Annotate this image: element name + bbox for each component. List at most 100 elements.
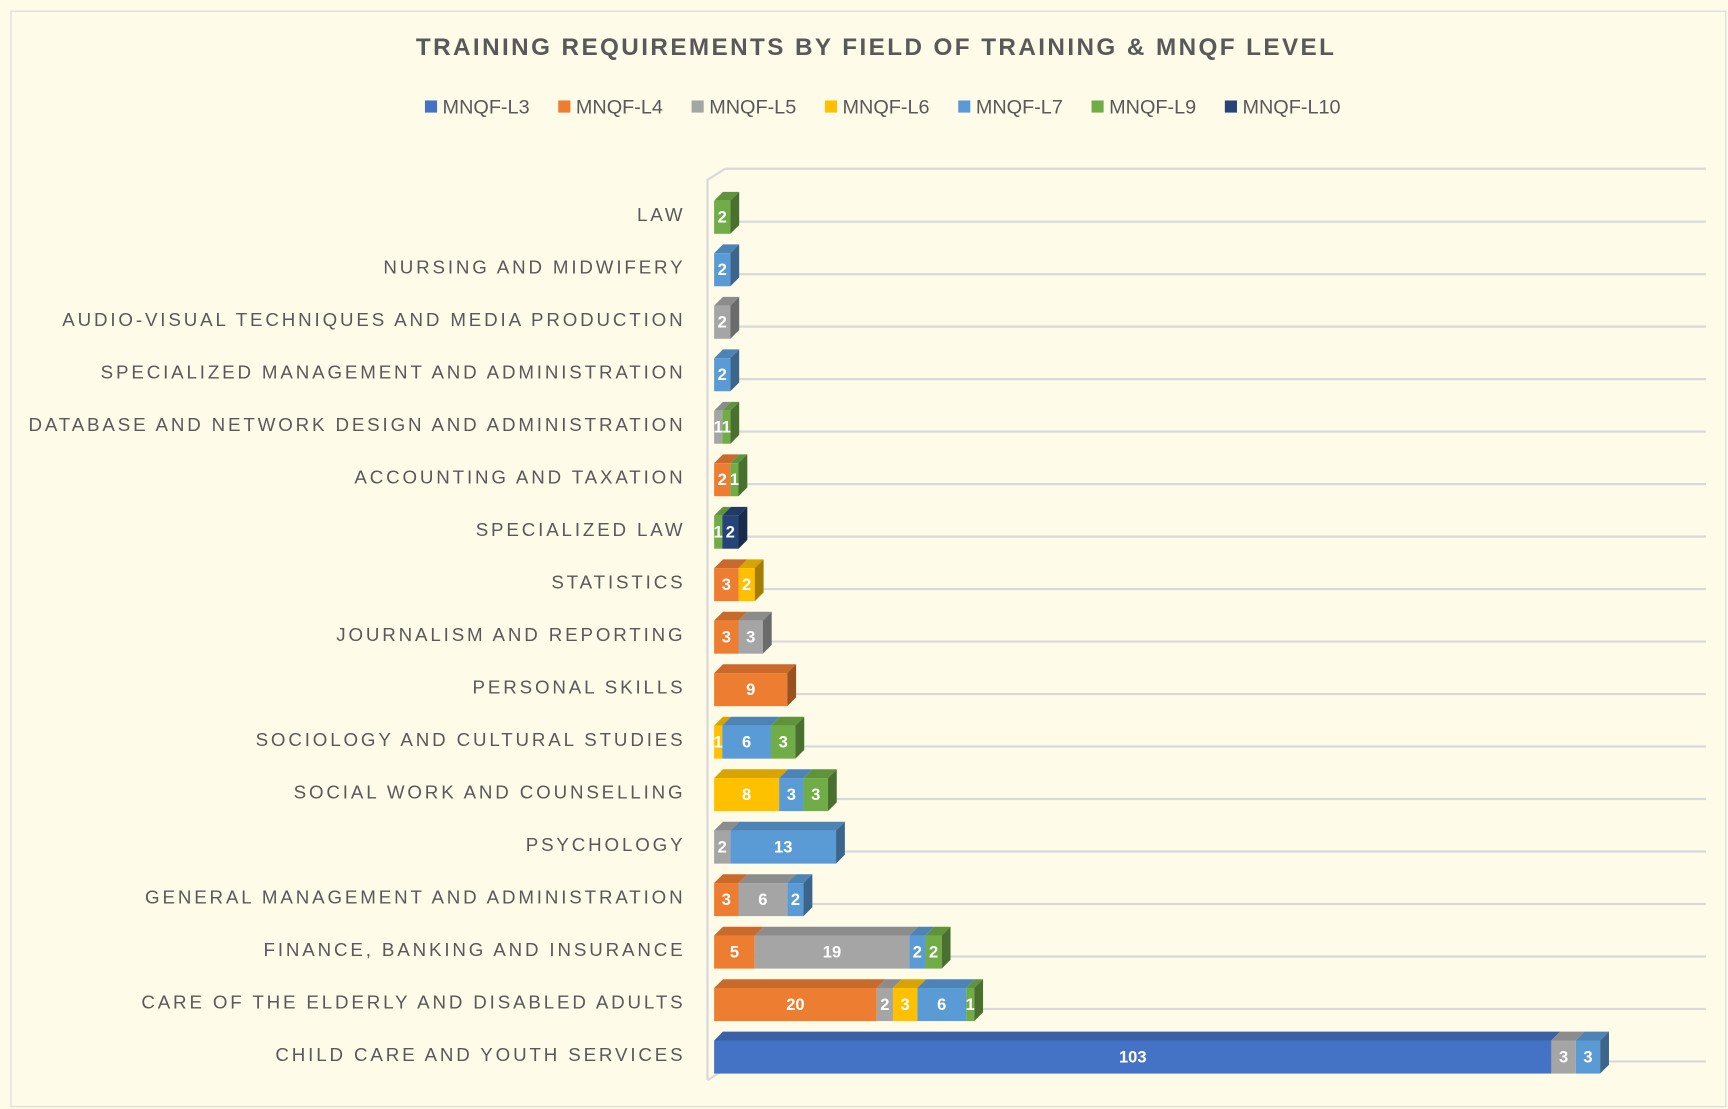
bar-segment <box>876 988 893 1022</box>
bar-top <box>1575 1031 1609 1041</box>
bar-segment <box>909 935 926 969</box>
bar-top <box>714 716 732 726</box>
data-label: 1 <box>714 733 723 752</box>
legend-item: MNQF-L4 <box>558 96 663 118</box>
bar-side <box>730 244 740 287</box>
bar-top <box>876 979 902 989</box>
bar-segment <box>714 253 731 287</box>
data-label: 3 <box>901 995 910 1014</box>
legend-label: MNQF-L9 <box>1109 96 1196 118</box>
legend-item: MNQF-L9 <box>1091 96 1196 118</box>
legend-swatch <box>691 100 704 113</box>
legend-item: MNQF-L3 <box>424 96 530 118</box>
bar-segment <box>714 778 780 812</box>
bar-top <box>909 926 935 936</box>
bar-top <box>771 716 805 726</box>
bar-top <box>714 979 886 989</box>
legend-swatch <box>958 100 971 113</box>
bar-segment <box>787 883 804 917</box>
chart-frame <box>10 10 1727 1108</box>
bar-segment <box>771 725 796 759</box>
bar-top <box>714 349 740 359</box>
bar-side <box>730 349 740 392</box>
data-label: 13 <box>774 838 792 857</box>
data-label: 19 <box>823 943 841 962</box>
bar-segment <box>714 410 723 444</box>
legend-label: MNQF-L7 <box>976 96 1063 118</box>
bar-top <box>714 1031 1561 1041</box>
data-label: 1 <box>722 418 731 437</box>
bar-segment <box>714 1040 1552 1074</box>
category-label: PERSONAL SKILLS <box>473 676 686 697</box>
legend-swatch <box>1224 100 1237 113</box>
category-label: AUDIO-VISUAL TECHNIQUES AND MEDIA PRODUC… <box>62 309 685 330</box>
category-label: LAW <box>637 204 685 225</box>
bar-segment <box>730 463 739 497</box>
data-label: 5 <box>730 943 739 962</box>
bar-top <box>722 716 780 726</box>
bar-top <box>722 506 748 516</box>
legend-swatch <box>1091 100 1104 113</box>
bar-side <box>738 506 748 549</box>
bar-segment <box>738 568 755 602</box>
chart-title: TRAINING REQUIREMENTS BY FIELD OF TRAINI… <box>416 34 1337 61</box>
bar-side <box>974 979 984 1022</box>
bar-top <box>714 191 740 201</box>
data-label: 2 <box>718 470 727 489</box>
legend: MNQF-L3 MNQF-L4 MNQF-L5 MNQF-L6 MNQF-L7 MNQF-… <box>424 96 1341 118</box>
bar-segment <box>738 883 788 917</box>
bar-top <box>730 454 748 464</box>
bar-top <box>779 769 813 779</box>
bar-top <box>714 559 748 569</box>
data-label: 2 <box>726 523 735 542</box>
bar-side <box>730 401 740 444</box>
legend-swatch <box>424 100 438 113</box>
category-label: PSYCHOLOGY <box>526 834 686 855</box>
bar-segment <box>803 778 828 812</box>
bar-side <box>754 559 764 602</box>
bar-top <box>787 874 813 884</box>
bar-segment <box>714 673 788 707</box>
data-label: 2 <box>718 313 727 332</box>
bar-segment <box>966 988 975 1022</box>
bar-top <box>892 979 927 989</box>
bar-side <box>1600 1031 1609 1074</box>
bar-segment <box>917 988 967 1022</box>
bar-top <box>714 244 740 254</box>
bar-top <box>722 401 740 411</box>
data-label: 2 <box>913 943 922 962</box>
bar-segment <box>714 515 723 549</box>
data-label: 1 <box>730 470 739 489</box>
bar-segment <box>714 830 731 864</box>
data-label: 1 <box>714 418 723 437</box>
bar-segment <box>714 358 731 392</box>
bar-top <box>714 874 748 884</box>
bar-top <box>730 821 845 831</box>
bar-top <box>803 769 837 779</box>
bar-top <box>738 874 797 884</box>
axis-wall <box>706 167 726 1081</box>
bar-top <box>738 559 764 569</box>
bar-side <box>827 769 837 812</box>
bar-segment <box>714 935 755 969</box>
data-label: 2 <box>718 365 727 384</box>
data-label: 1 <box>966 995 975 1014</box>
bar-segment <box>722 725 772 759</box>
bar-segment <box>714 305 731 339</box>
data-label: 6 <box>937 995 946 1014</box>
data-label: 20 <box>786 995 804 1014</box>
bar-top <box>917 979 975 989</box>
data-label: 1 <box>714 523 723 542</box>
bar-top <box>738 611 772 621</box>
bar-top <box>714 454 740 464</box>
category-label: DATABASE AND NETWORK DESIGN AND ADMINIST… <box>28 414 685 435</box>
legend-item: MNQF-L5 <box>691 96 796 118</box>
bar-side <box>730 296 740 339</box>
legend-item: MNQF-L7 <box>958 96 1063 118</box>
bar-top <box>754 926 919 936</box>
data-label: 8 <box>742 785 751 804</box>
data-label: 2 <box>718 208 727 227</box>
data-label: 3 <box>722 890 731 909</box>
